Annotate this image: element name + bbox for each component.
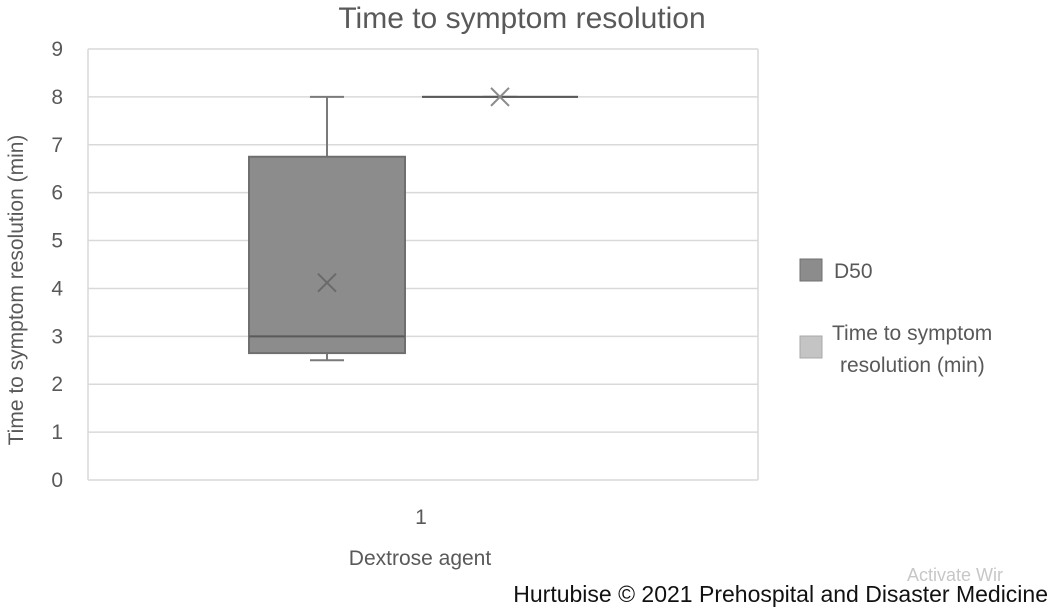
y-tick-label-3: 3 [51,325,63,348]
y-tick-label-4: 4 [51,277,63,300]
box-series-1 [422,87,578,107]
box-body [248,155,406,355]
gridlines [87,48,759,481]
activate-windows-watermark: Activate Wir [907,565,1003,585]
mean-marker-b [317,272,337,293]
legend-label-time: Time to symptom resolution (min) [832,322,998,377]
y-axis-label: Time to symptom resolution (min) [5,135,28,446]
y-tick-label-1: 1 [51,421,63,444]
y-tick-label-0: 0 [51,469,63,492]
y-tick-label-7: 7 [51,134,63,157]
image-credit: Hurtubise © 2021 Prehospital and Disaste… [513,581,1048,607]
x-axis-label: Dextrose agent [349,547,492,570]
y-axis-ticks: 0 1 2 3 4 5 6 7 8 9 [51,38,63,492]
mean-marker-b [490,87,510,107]
legend-swatch-time [799,335,823,359]
legend-swatch-d50 [799,258,823,282]
y-tick-label-6: 6 [51,182,63,205]
box-series-0 [248,95,406,362]
y-tick-label-5: 5 [51,230,63,253]
chart-title: Time to symptom resolution [338,2,705,35]
box-series-layer [248,87,578,362]
y-tick-label-9: 9 [51,38,63,61]
y-tick-label-8: 8 [51,86,63,109]
x-tick-label: 1 [415,506,427,529]
y-tick-label-2: 2 [51,373,63,396]
legend-label-d50: D50 [834,260,873,283]
legend: D50 Time to symptom resolution (min) [799,258,998,377]
